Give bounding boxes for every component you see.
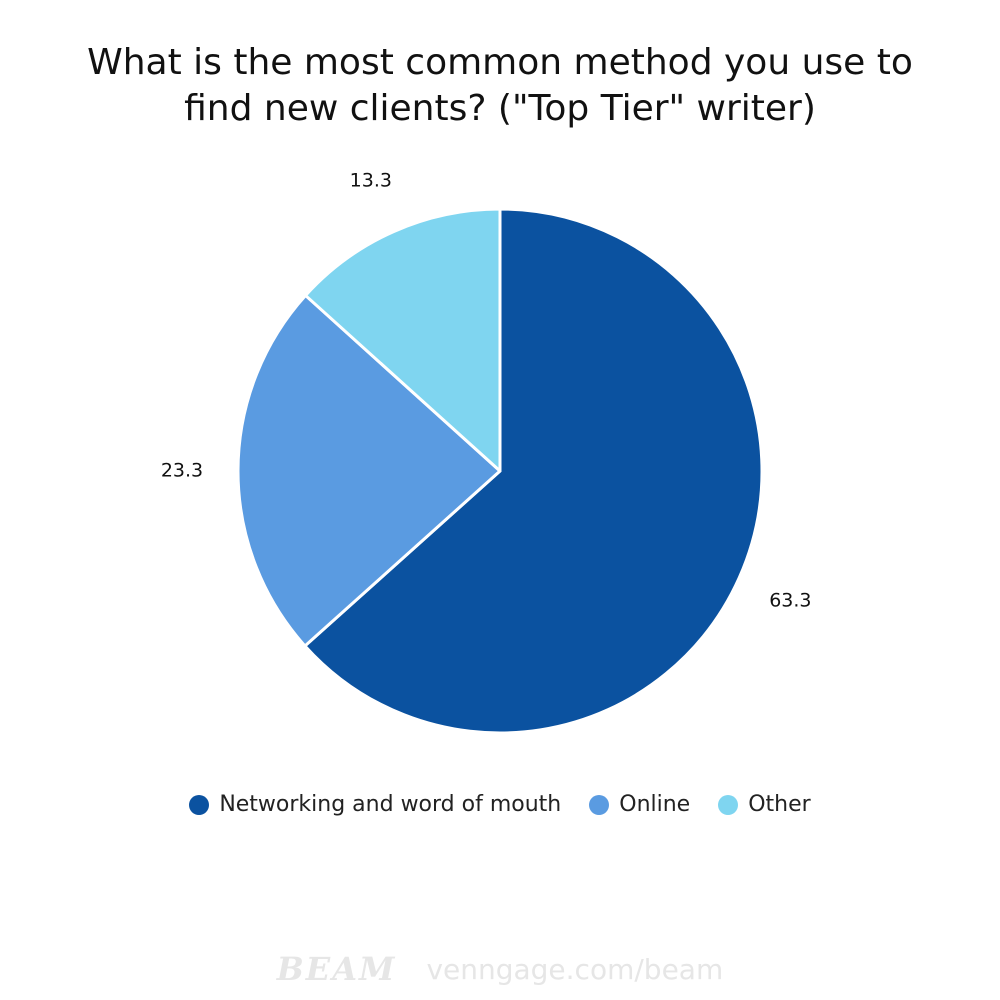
legend-label-other: Other [748,792,811,817]
pie-slice-online [236,293,502,648]
chart-title-line-2: find new clients? ("Top Tier" writer) [184,88,816,129]
footer-url: venngage.com/beam [426,952,724,986]
data-label-online: 23.3 [161,460,203,482]
chart-title-line-1: What is the most common method you use t… [87,42,913,83]
data-label-other: 13.3 [350,169,392,191]
pie-slice-other [304,207,502,473]
beam-logo: BEAM [276,950,397,988]
legend-item-other: Other [718,792,811,817]
legend-swatch-networking-and-word-of-mouth [189,794,210,815]
footer: BEAM venngage.com/beam [0,950,1000,988]
pie-slice-networking-and-word-of-mouth [303,207,764,735]
legend-item-online: Online [589,792,690,817]
chart-legend: Networking and word of mouth Online Other [0,792,1000,817]
legend-item-networking-and-word-of-mouth: Networking and word of mouth [189,792,561,817]
chart-title: What is the most common method you use t… [40,40,960,132]
legend-swatch-online [589,794,610,815]
data-label-networking-and-word-of-mouth: 63.3 [769,590,811,612]
legend-label-networking-and-word-of-mouth: Networking and word of mouth [219,792,562,817]
legend-label-online: Online [619,792,691,817]
legend-swatch-other [718,794,739,815]
